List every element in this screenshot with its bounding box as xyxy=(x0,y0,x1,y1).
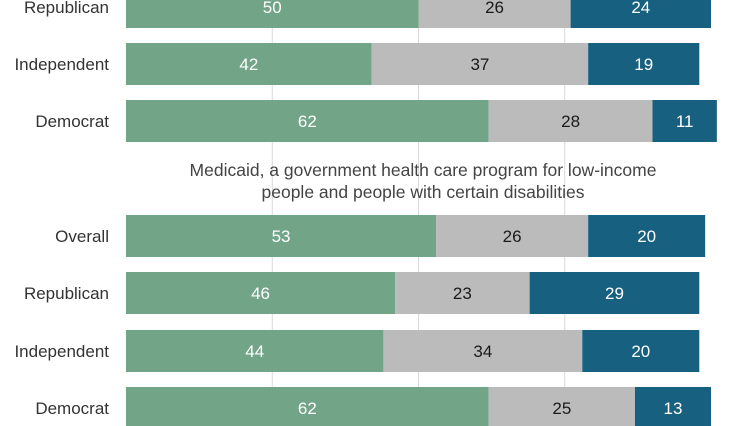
bar-segment xyxy=(126,387,489,426)
bar-value-label: 37 xyxy=(470,55,489,74)
bar-row-democrat: Democrat 62 28 11 xyxy=(35,100,717,142)
bar-value-label: 11 xyxy=(676,112,694,131)
bar-segment xyxy=(126,0,419,28)
bar-segment xyxy=(126,43,372,85)
row-label: Overall xyxy=(55,227,109,246)
bar-segment xyxy=(126,330,384,372)
bar-segment xyxy=(488,387,635,426)
bar-segment xyxy=(529,272,700,314)
bar-value-label: 29 xyxy=(605,284,624,303)
section-title-line: people and people with certain disabilit… xyxy=(262,182,585,202)
bar-value-label: 62 xyxy=(298,399,317,418)
bar-value-label: 62 xyxy=(298,112,317,131)
row-label: Independent xyxy=(14,342,109,361)
bar-value-label: 26 xyxy=(485,0,504,17)
bar-value-label: 26 xyxy=(503,227,522,246)
bar-row-democrat: Democrat 62 25 13 xyxy=(35,387,711,426)
bar-segment xyxy=(652,100,717,142)
bar-value-label: 20 xyxy=(631,342,650,361)
bar-segment xyxy=(126,215,437,257)
bar-segment xyxy=(634,387,711,426)
section-title-line: Medicaid, a government health care progr… xyxy=(190,160,657,180)
bar-value-label: 23 xyxy=(453,284,472,303)
bar-segment xyxy=(588,43,700,85)
bar-segment xyxy=(371,43,589,85)
row-label: Democrat xyxy=(35,112,109,131)
bar-row-republican: Republican 46 23 29 xyxy=(24,272,700,314)
bar-value-label: 28 xyxy=(561,112,580,131)
bar-segment xyxy=(488,100,653,142)
bars: Republican 50 26 24 Independent 42 37 19 Democra… xyxy=(14,0,717,426)
bar-segment xyxy=(126,100,489,142)
bar-value-label: 44 xyxy=(245,342,264,361)
bar-value-label: 42 xyxy=(239,55,258,74)
bar-segment xyxy=(126,272,396,314)
row-label: Republican xyxy=(24,0,109,17)
bar-row-republican: Republican 50 26 24 xyxy=(24,0,711,28)
bar-value-label: 20 xyxy=(637,227,656,246)
bar-segment xyxy=(582,330,700,372)
bar-segment xyxy=(395,272,530,314)
bar-value-label: 25 xyxy=(552,399,571,418)
bar-value-label: 24 xyxy=(631,0,650,17)
bar-segment xyxy=(588,215,706,257)
bar-segment xyxy=(418,0,571,28)
bar-row-independent: Independent 44 34 20 xyxy=(14,330,700,372)
bar-row-independent: Independent 42 37 19 xyxy=(14,43,700,85)
bar-value-label: 19 xyxy=(634,55,653,74)
row-label: Republican xyxy=(24,284,109,303)
bar-row-overall: Overall 53 26 20 xyxy=(55,215,706,257)
bar-segment xyxy=(570,0,711,28)
row-label: Democrat xyxy=(35,399,109,418)
bar-value-label: 53 xyxy=(272,227,291,246)
bar-value-label: 46 xyxy=(251,284,270,303)
row-label: Independent xyxy=(14,55,109,74)
bar-value-label: 34 xyxy=(473,342,492,361)
bar-segment xyxy=(436,215,589,257)
section-titles: Medicaid, a government health care progr… xyxy=(190,160,657,202)
bar-value-label: 50 xyxy=(263,0,282,17)
bar-value-label: 13 xyxy=(664,399,683,418)
bar-segment xyxy=(383,330,583,372)
